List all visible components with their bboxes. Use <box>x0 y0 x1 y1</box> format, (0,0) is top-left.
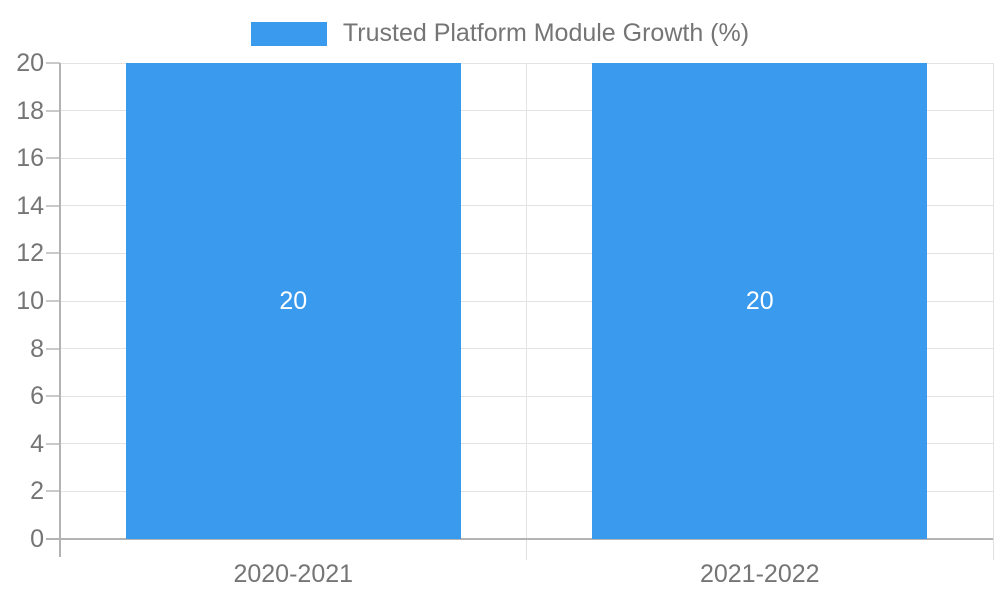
y-axis-label: 12 <box>16 239 44 268</box>
x-axis-label: 2021-2022 <box>699 560 820 588</box>
y-axis-label: 8 <box>30 334 44 363</box>
y-axis-label: 6 <box>30 382 44 411</box>
y-axis-tick <box>46 300 60 302</box>
bar <box>125 63 461 539</box>
y-axis-tick <box>46 490 60 493</box>
x-axis-line <box>46 538 993 540</box>
legend-label: Trusted Platform Module Growth (%) <box>342 19 750 47</box>
y-axis-label: 14 <box>16 191 44 220</box>
y-axis-label: 16 <box>16 144 44 173</box>
y-axis-label: 2 <box>30 477 44 506</box>
y-axis-label: 18 <box>16 96 44 125</box>
bar <box>592 63 928 539</box>
y-axis-tick <box>46 157 60 160</box>
y-axis-tick <box>46 395 60 398</box>
y-axis-tick <box>46 204 60 207</box>
y-axis-label: 10 <box>16 287 44 315</box>
gridline-x <box>526 63 527 539</box>
legend: Trusted Platform Module Growth (%) <box>0 19 1000 48</box>
y-axis-tick <box>46 442 60 445</box>
y-axis-label: 0 <box>30 525 44 553</box>
y-axis-tick <box>46 347 60 350</box>
y-axis-label: 20 <box>16 49 44 77</box>
legend-swatch <box>250 21 327 46</box>
x-axis-tick <box>526 539 527 560</box>
y-axis-line <box>59 63 61 557</box>
x-axis-tick <box>992 539 994 560</box>
gridline-x <box>992 63 994 539</box>
bar-value-label: 20 <box>279 287 308 315</box>
bar-value-label: 20 <box>745 287 774 315</box>
y-axis-tick <box>46 62 60 64</box>
y-axis-tick <box>46 109 60 112</box>
x-axis-label: 2020-2021 <box>233 560 354 588</box>
y-axis-label: 4 <box>30 429 44 458</box>
y-axis-tick <box>46 252 60 255</box>
